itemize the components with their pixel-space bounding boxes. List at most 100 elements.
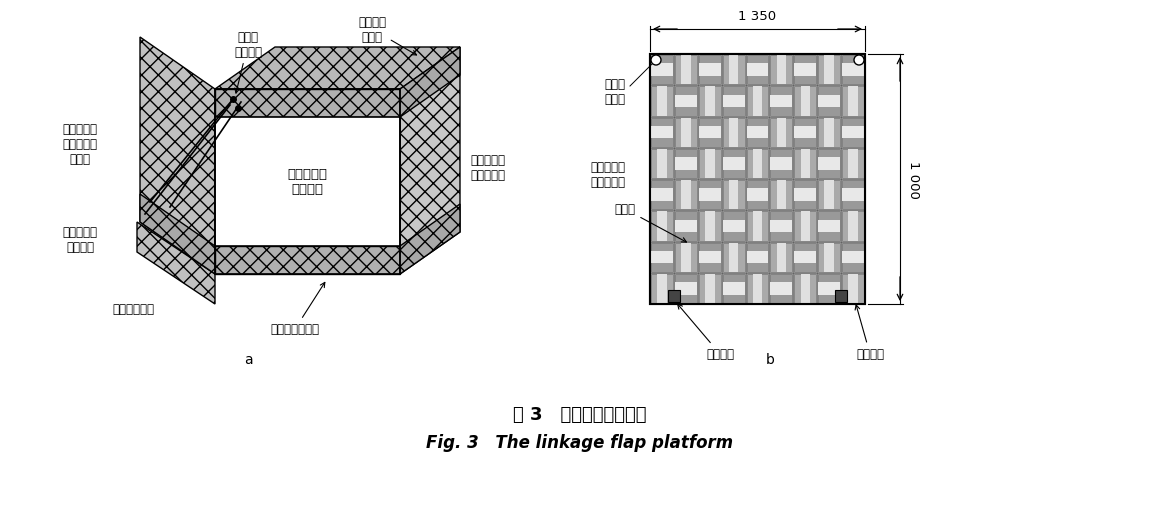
Text: 钢平台: 钢平台 <box>615 203 687 243</box>
Text: 1 000: 1 000 <box>907 161 921 199</box>
Bar <box>651 87 673 116</box>
Text: 平台防护栏杆: 平台防护栏杆 <box>113 303 154 316</box>
Bar <box>705 212 715 241</box>
Bar <box>747 189 768 202</box>
Bar <box>842 243 864 272</box>
Bar <box>770 220 792 233</box>
Bar <box>825 243 834 272</box>
Bar <box>705 87 715 116</box>
Polygon shape <box>137 222 215 304</box>
Bar <box>651 64 673 77</box>
Polygon shape <box>215 90 400 118</box>
Bar <box>776 243 786 272</box>
Bar <box>681 243 690 272</box>
Bar <box>842 87 864 116</box>
Bar <box>723 181 745 210</box>
Text: 施工升降机
安全防护门
钢丝绳: 施工升降机 安全防护门 钢丝绳 <box>63 123 97 166</box>
Text: 施工升降机
安全防护门: 施工升降机 安全防护门 <box>590 161 625 189</box>
Text: 钢丝绳
转向滑轮: 钢丝绳 转向滑轮 <box>234 31 262 94</box>
Bar <box>747 150 768 179</box>
Bar <box>651 212 673 241</box>
Bar <box>651 189 673 202</box>
Text: 转动合页: 转动合页 <box>677 304 734 361</box>
Bar <box>753 212 762 241</box>
Bar <box>825 181 834 210</box>
Bar <box>770 87 792 116</box>
Bar <box>675 282 697 295</box>
Text: b: b <box>766 352 775 366</box>
Bar <box>698 189 720 202</box>
Text: 钢丝绳
拉结点: 钢丝绳 拉结点 <box>604 78 625 106</box>
Bar <box>800 212 810 241</box>
Polygon shape <box>400 48 461 118</box>
Bar <box>747 127 768 139</box>
Bar <box>723 87 745 116</box>
Bar <box>800 87 810 116</box>
Bar <box>848 87 858 116</box>
Bar <box>818 150 840 179</box>
Bar <box>770 158 792 171</box>
Bar <box>818 181 840 210</box>
Text: 施工升降机
翻转平台: 施工升降机 翻转平台 <box>63 225 97 253</box>
Bar <box>842 181 864 210</box>
Bar <box>842 56 864 85</box>
Bar <box>675 181 697 210</box>
Bar <box>651 243 673 272</box>
Bar <box>818 243 840 272</box>
Bar <box>651 181 673 210</box>
Bar <box>818 220 840 233</box>
Polygon shape <box>215 48 461 90</box>
Bar <box>795 274 817 303</box>
Bar <box>728 243 739 272</box>
Bar <box>723 158 745 171</box>
Text: 1 350: 1 350 <box>738 11 776 23</box>
Bar <box>842 118 864 148</box>
Bar <box>795 118 817 148</box>
Text: 施工升降机底板: 施工升降机底板 <box>270 283 325 336</box>
Bar <box>698 181 720 210</box>
Bar <box>723 95 745 108</box>
Bar <box>728 118 739 148</box>
Bar <box>651 118 673 148</box>
Bar <box>770 56 792 85</box>
Text: 施工升降机
轿厢顶板: 施工升降机 轿厢顶板 <box>287 167 327 195</box>
Bar <box>747 274 768 303</box>
Bar <box>651 56 673 85</box>
Bar <box>842 251 864 264</box>
Bar <box>650 55 865 304</box>
Bar <box>723 274 745 303</box>
Bar <box>215 118 400 246</box>
Bar <box>675 87 697 116</box>
Bar <box>675 212 697 241</box>
Bar <box>770 181 792 210</box>
Text: 防护栏杆: 防护栏杆 <box>855 305 884 361</box>
Bar <box>818 56 840 85</box>
Bar <box>698 212 720 241</box>
Bar <box>795 251 817 264</box>
Bar <box>650 55 865 304</box>
Bar <box>698 118 720 148</box>
Bar <box>770 274 792 303</box>
Bar <box>753 150 762 179</box>
Circle shape <box>651 56 661 66</box>
Bar <box>675 220 697 233</box>
Bar <box>848 150 858 179</box>
Bar <box>747 181 768 210</box>
Bar <box>842 64 864 77</box>
Polygon shape <box>140 194 215 274</box>
Polygon shape <box>400 205 461 274</box>
Bar <box>723 212 745 241</box>
Bar <box>753 87 762 116</box>
Bar <box>698 127 720 139</box>
Bar <box>723 56 745 85</box>
Bar <box>681 118 690 148</box>
Bar <box>723 118 745 148</box>
Bar <box>651 127 673 139</box>
Bar <box>723 220 745 233</box>
Text: Fig. 3 The linkage flap platform: Fig. 3 The linkage flap platform <box>427 433 733 451</box>
Polygon shape <box>400 48 461 274</box>
Bar <box>747 243 768 272</box>
Bar <box>675 118 697 148</box>
Bar <box>658 212 667 241</box>
Bar <box>658 87 667 116</box>
